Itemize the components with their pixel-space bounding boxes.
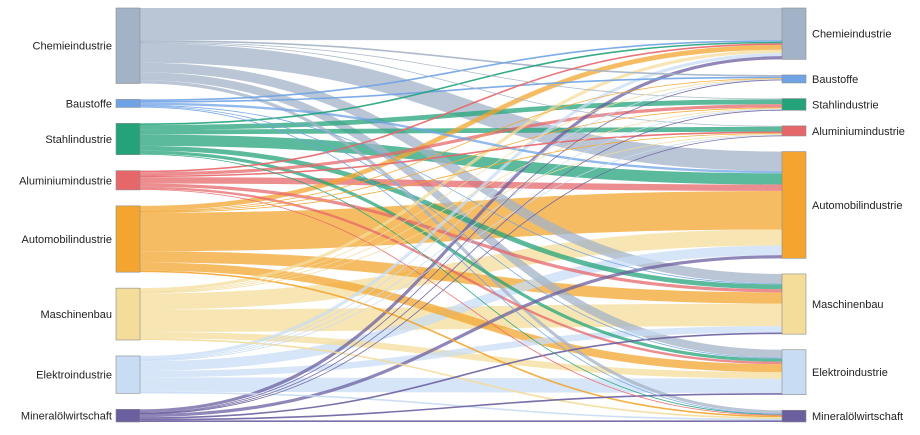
link-stahl-to-chemie[interactable] xyxy=(139,41,783,125)
left-label-auto: Automobilindustrie xyxy=(22,234,113,246)
link-elektro-to-alu[interactable] xyxy=(139,134,783,362)
right-node-chemie[interactable] xyxy=(781,7,807,60)
left-node-chemie[interactable] xyxy=(115,7,141,84)
link-alu-to-mineral[interactable] xyxy=(139,189,783,416)
link-masch-to-chemie[interactable] xyxy=(139,49,783,292)
left-label-bau: Baustoffe xyxy=(66,98,112,110)
link-alu-to-elektro[interactable] xyxy=(139,186,783,365)
right-label-alu: Aluminiumindustrie xyxy=(812,126,905,138)
right-label-elektro: Elektroindustrie xyxy=(812,367,888,379)
left-label-chemie: Chemieindustrie xyxy=(33,41,112,53)
right-label-chemie: Chemieindustrie xyxy=(812,29,891,41)
left-node-alu[interactable] xyxy=(115,170,141,191)
left-node-masch[interactable] xyxy=(115,287,141,341)
left-label-alu: Aluminiumindustrie xyxy=(19,175,112,187)
link-bau-to-elektro[interactable] xyxy=(139,105,783,359)
links-layer xyxy=(139,7,783,422)
link-alu-to-chemie[interactable] xyxy=(139,43,783,173)
link-elektro-to-stahl[interactable] xyxy=(139,108,783,361)
left-label-stahl: Stahlindustrie xyxy=(45,134,112,146)
link-bau-to-auto[interactable] xyxy=(139,102,783,174)
link-stahl-to-masch[interactable] xyxy=(139,145,783,290)
link-auto-to-elektro[interactable] xyxy=(139,262,783,373)
right-node-elektro[interactable] xyxy=(781,349,807,395)
right-label-bau: Baustoffe xyxy=(812,74,858,86)
link-auto-to-alu[interactable] xyxy=(139,133,783,213)
left-node-bau[interactable] xyxy=(115,99,141,108)
link-elektro-to-chemie[interactable] xyxy=(139,52,783,360)
right-label-masch: Maschinenbau xyxy=(812,299,884,311)
link-alu-to-auto[interactable] xyxy=(139,177,783,191)
link-alu-to-stahl[interactable] xyxy=(139,104,783,176)
right-node-bau[interactable] xyxy=(781,74,807,84)
link-chemie-to-alu[interactable] xyxy=(139,42,783,127)
nodes-layer xyxy=(115,7,807,423)
link-mineral-to-auto[interactable] xyxy=(139,255,783,418)
link-mineral-to-stahl[interactable] xyxy=(139,109,783,414)
link-alu-to-masch[interactable] xyxy=(139,183,783,293)
link-masch-to-auto[interactable] xyxy=(139,229,783,310)
link-mineral-to-masch[interactable] xyxy=(139,332,783,419)
link-bau-to-masch[interactable] xyxy=(139,105,783,285)
link-masch-to-mineral[interactable] xyxy=(139,338,783,419)
right-node-stahl[interactable] xyxy=(781,98,807,111)
link-bau-to-mineral[interactable] xyxy=(139,106,783,415)
link-auto-to-masch[interactable] xyxy=(139,251,783,304)
link-alu-to-alu[interactable] xyxy=(139,131,783,178)
link-mineral-to-alu[interactable] xyxy=(139,135,783,415)
link-chemie-to-bau[interactable] xyxy=(139,40,783,77)
link-auto-to-stahl[interactable] xyxy=(139,107,783,212)
link-stahl-to-stahl[interactable] xyxy=(139,99,783,130)
right-label-auto: Automobilindustrie xyxy=(812,200,903,212)
link-bau-to-bau[interactable] xyxy=(139,76,783,103)
right-node-alu[interactable] xyxy=(781,125,807,137)
link-mineral-to-elektro[interactable] xyxy=(139,393,783,421)
right-label-mineral: Mineralölwirtschaft xyxy=(812,411,903,423)
link-elektro-to-auto[interactable] xyxy=(139,245,783,371)
link-masch-to-alu[interactable] xyxy=(139,133,783,294)
left-node-stahl[interactable] xyxy=(115,123,141,155)
left-node-mineral[interactable] xyxy=(115,409,141,423)
link-mineral-to-bau[interactable] xyxy=(139,79,783,414)
link-auto-to-chemie[interactable] xyxy=(139,44,783,211)
right-node-masch[interactable] xyxy=(781,273,807,335)
link-stahl-to-alu[interactable] xyxy=(139,126,783,135)
link-chemie-to-stahl[interactable] xyxy=(139,41,783,100)
link-masch-to-stahl[interactable] xyxy=(139,108,783,293)
left-label-elektro: Elektroindustrie xyxy=(36,370,112,382)
link-auto-to-bau[interactable] xyxy=(139,78,783,212)
right-node-auto[interactable] xyxy=(781,151,807,259)
link-elektro-to-elektro[interactable] xyxy=(139,377,783,394)
right-label-stahl: Stahlindustrie xyxy=(812,99,879,111)
left-label-mineral: Mineralölwirtschaft xyxy=(21,411,112,423)
left-node-auto[interactable] xyxy=(115,205,141,273)
link-masch-to-elektro[interactable] xyxy=(139,331,783,379)
link-elektro-to-masch[interactable] xyxy=(139,326,783,378)
left-label-masch: Maschinenbau xyxy=(40,309,112,321)
left-node-elektro[interactable] xyxy=(115,355,141,394)
link-stahl-to-mineral[interactable] xyxy=(139,153,783,415)
right-node-mineral[interactable] xyxy=(781,409,807,423)
link-elektro-to-bau[interactable] xyxy=(139,79,783,360)
link-auto-to-auto[interactable] xyxy=(139,190,783,252)
link-masch-to-bau[interactable] xyxy=(139,78,783,293)
labels-layer: Chemieindustrie Baustoffe Stahlindustrie Al… xyxy=(19,29,905,423)
